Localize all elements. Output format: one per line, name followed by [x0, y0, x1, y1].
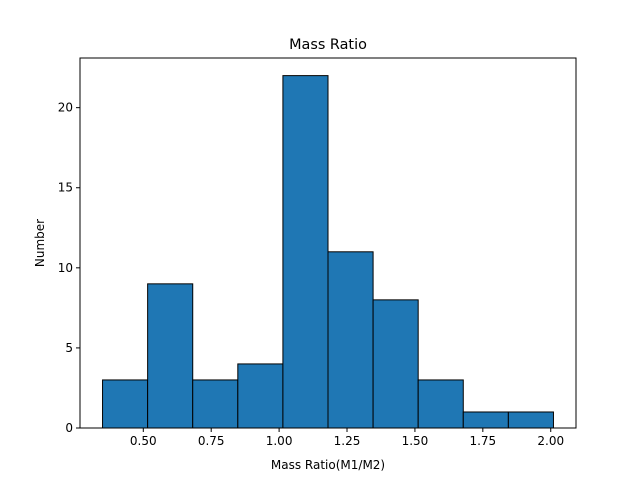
y-tick-label: 20: [58, 101, 73, 115]
chart-title: Mass Ratio: [289, 37, 367, 53]
y-tick-label: 10: [58, 261, 73, 275]
histogram-bar: [282, 75, 329, 429]
histogram-bar: [237, 363, 284, 429]
histogram-bar: [192, 379, 239, 429]
x-tick-label: 1.50: [402, 434, 429, 448]
y-tick-label: 5: [65, 341, 73, 355]
histogram-bar: [102, 379, 149, 429]
bars-group: [102, 75, 554, 429]
x-tick-label: 1.00: [266, 434, 293, 448]
plot-frame: [79, 57, 577, 429]
x-tick-label: 0.50: [130, 434, 157, 448]
histogram-bar: [507, 411, 554, 429]
y-tick-label: 0: [65, 421, 73, 435]
y-axis-ticks: 0 5 10 15 20: [58, 101, 80, 435]
y-tick-label: 15: [58, 181, 73, 195]
x-tick-label: 1.75: [469, 434, 496, 448]
histogram-bar: [462, 411, 509, 429]
x-axis-label: Mass Ratio(M1/M2): [271, 458, 385, 472]
histogram-bar: [147, 283, 194, 429]
x-tick-label: 2.00: [537, 434, 564, 448]
x-tick-label: 0.75: [198, 434, 225, 448]
histogram-bar: [327, 251, 374, 429]
y-axis-label: Number: [33, 219, 47, 267]
x-tick-label: 1.25: [334, 434, 361, 448]
histogram-bar: [417, 379, 464, 429]
x-axis-ticks: 0.50 0.75 1.00 1.25 1.50 1.75 2.00: [130, 428, 564, 448]
histogram-bar: [372, 299, 419, 429]
